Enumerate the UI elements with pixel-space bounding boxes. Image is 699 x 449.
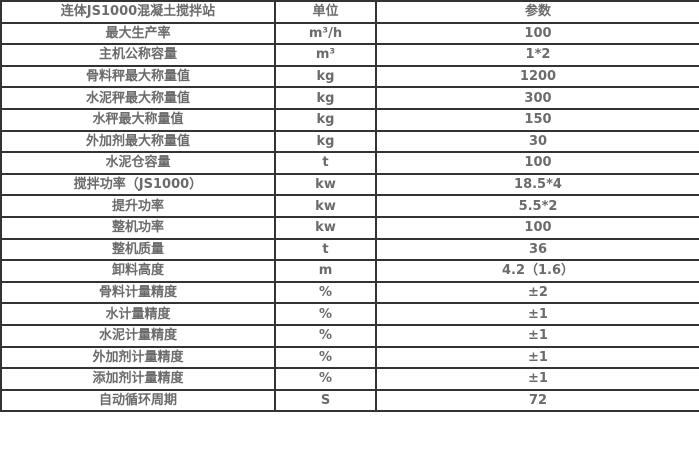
param-value: ±1 [375, 345, 699, 370]
table-row: 整机质量 t 36 [0, 237, 699, 262]
table-row: 水泥秤最大称量值 kg 300 [0, 86, 699, 110]
param-value: 300 [375, 86, 699, 110]
param-value: ±1 [375, 302, 699, 326]
param-unit: kw [274, 215, 377, 240]
param-name: 主机公称容量 [0, 43, 276, 67]
param-name: 添加剂计量精度 [0, 367, 276, 391]
param-name: 水泥仓容量 [0, 151, 276, 175]
table-row: 水秤最大称量值 kg 150 [0, 107, 699, 132]
param-value: 1*2 [375, 43, 699, 67]
param-value: 30 [375, 129, 699, 154]
param-unit: kw [274, 194, 377, 218]
param-value: ±1 [375, 323, 699, 348]
table-row: 骨料秤最大称量值 kg 1200 [0, 64, 699, 89]
table-row: 自动循环周期 S 72 [0, 388, 699, 413]
param-unit: kg [274, 107, 377, 132]
param-unit: t [274, 237, 377, 262]
param-unit: % [274, 302, 377, 326]
param-unit: kg [274, 129, 377, 154]
table-row: 水泥仓容量 t 100 [0, 151, 699, 175]
table-row: 最大生产率 m³/h 100 [0, 21, 699, 46]
param-name: 水计量精度 [0, 302, 276, 326]
param-name: 外加剂最大称量值 [0, 129, 276, 154]
table-row: 卸料高度 m 4.2（1.6） [0, 259, 699, 283]
param-name: 水泥秤最大称量值 [0, 86, 276, 110]
param-name: 整机功率 [0, 215, 276, 240]
param-name: 卸料高度 [0, 259, 276, 283]
param-name: 自动循环周期 [0, 388, 276, 413]
param-value: 100 [375, 151, 699, 175]
param-unit: % [274, 367, 377, 391]
table-row: 搅拌功率（JS1000） kw 18.5*4 [0, 172, 699, 197]
param-unit: % [274, 280, 377, 305]
param-name: 水秤最大称量值 [0, 107, 276, 132]
table-row: 外加剂计量精度% ±1 [0, 345, 699, 370]
param-value: 4.2（1.6） [375, 259, 699, 283]
param-name: 骨料秤最大称量值 [0, 64, 276, 89]
param-name: 水泥计量精度 [0, 323, 276, 348]
table-row: 整机功率 kw 100 [0, 215, 699, 240]
header-name: 连体JS1000混凝土搅拌站 [0, 0, 276, 24]
param-value: 18.5*4 [375, 172, 699, 197]
param-value: ±2 [375, 280, 699, 305]
param-unit: % [274, 345, 377, 370]
header-row: 连体JS1000混凝土搅拌站 单位 参数 [0, 0, 699, 24]
param-value: 5.5*2 [375, 194, 699, 218]
table-row: 外加剂最大称量值 kg 30 [0, 129, 699, 154]
param-unit: m³ [274, 43, 377, 67]
table-row: 骨料计量精度% ±2 [0, 280, 699, 305]
param-unit: m³/h [274, 21, 377, 46]
param-value: 72 [375, 388, 699, 413]
header-unit: 单位 [274, 0, 377, 24]
table-row: 添加剂计量精度% ±1 [0, 367, 699, 391]
param-name: 骨料计量精度 [0, 280, 276, 305]
param-unit: t [274, 151, 377, 175]
param-value: 150 [375, 107, 699, 132]
param-value: 36 [375, 237, 699, 262]
header-value: 参数 [375, 0, 699, 24]
param-unit: kg [274, 64, 377, 89]
param-value: 100 [375, 21, 699, 46]
param-name: 外加剂计量精度 [0, 345, 276, 370]
param-unit: kw [274, 172, 377, 197]
param-name: 最大生产率 [0, 21, 276, 46]
param-unit: S [274, 388, 377, 413]
param-name: 搅拌功率（JS1000） [0, 172, 276, 197]
param-value: ±1 [375, 367, 699, 391]
param-unit: m [274, 259, 377, 283]
param-unit: kg [274, 86, 377, 110]
table-row: 主机公称容量 m³ 1*2 [0, 43, 699, 67]
param-value: 100 [375, 215, 699, 240]
param-name: 提升功率 [0, 194, 276, 218]
param-value: 1200 [375, 64, 699, 89]
table-row: 水计量精度% ±1 [0, 302, 699, 326]
param-name: 整机质量 [0, 237, 276, 262]
table-row: 提升功率 kw 5.5*2 [0, 194, 699, 218]
table-row: 水泥计量精度% ±1 [0, 323, 699, 348]
spec-table: 连体JS1000混凝土搅拌站 单位 参数 最大生产率 m³/h 100 主机公称容量 m… [0, 0, 699, 413]
param-unit: % [274, 323, 377, 348]
